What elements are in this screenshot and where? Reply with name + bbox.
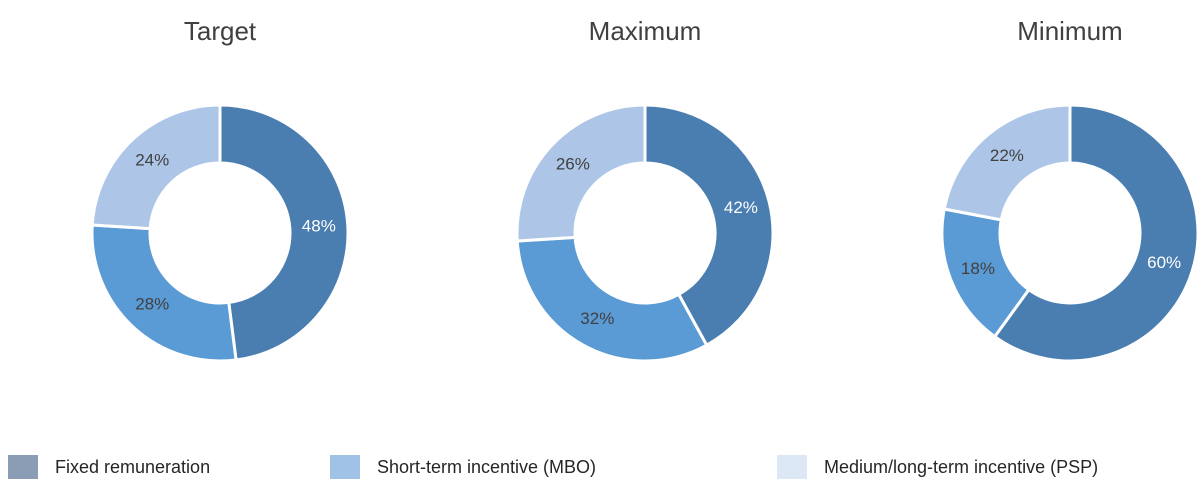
chart-title: Maximum bbox=[589, 16, 702, 46]
legend-label: Medium/long-term incentive (PSP) bbox=[824, 457, 1098, 477]
slice bbox=[218, 103, 350, 362]
value-label: 32% bbox=[580, 309, 614, 328]
chart-title: Target bbox=[184, 16, 257, 46]
value-label: 18% bbox=[961, 259, 995, 278]
slice bbox=[515, 235, 709, 363]
value-label: 60% bbox=[1147, 253, 1181, 272]
legend-swatch bbox=[777, 455, 807, 479]
slice bbox=[90, 223, 238, 363]
slice bbox=[515, 103, 647, 243]
slice bbox=[643, 103, 775, 348]
value-label: 26% bbox=[556, 155, 590, 174]
legend-swatch bbox=[8, 455, 38, 479]
value-label: 48% bbox=[302, 216, 336, 235]
value-label: 42% bbox=[724, 198, 758, 217]
slice bbox=[992, 103, 1200, 363]
chart-title: Minimum bbox=[1017, 16, 1122, 46]
legend-label: Fixed remuneration bbox=[55, 457, 210, 477]
value-label: 24% bbox=[135, 150, 169, 169]
slice bbox=[942, 103, 1072, 222]
slice bbox=[90, 103, 222, 231]
legend-swatch bbox=[330, 455, 360, 479]
value-label: 22% bbox=[990, 146, 1024, 165]
legend-label: Short-term incentive (MBO) bbox=[377, 457, 596, 477]
value-label: 28% bbox=[135, 295, 169, 314]
